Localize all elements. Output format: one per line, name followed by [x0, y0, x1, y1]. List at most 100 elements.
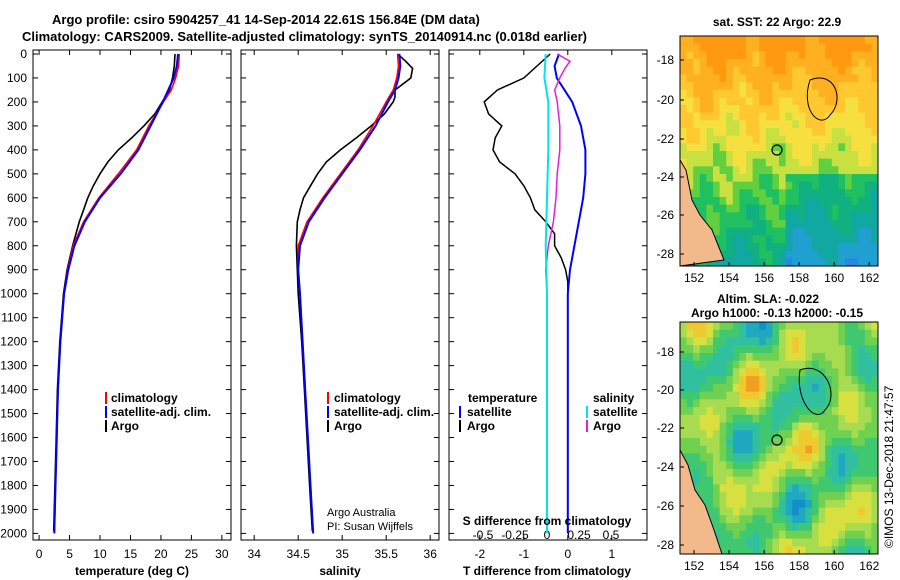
- sla-cell: [845, 461, 853, 470]
- sst-cell: [798, 174, 806, 183]
- sla-cell: [765, 430, 773, 439]
- sst-cell: [719, 243, 727, 252]
- sla-cell: [779, 484, 787, 493]
- sla-cell: [805, 461, 813, 470]
- sst-cell: [798, 227, 806, 236]
- sst-cell: [699, 51, 707, 60]
- sla-cell: [779, 407, 787, 416]
- sla-cell: [838, 507, 846, 516]
- sst-cell: [772, 66, 780, 75]
- sla-cell: [825, 422, 833, 431]
- sla-cell: [805, 322, 813, 331]
- sla-cell: [752, 345, 760, 354]
- sla-cell: [858, 322, 866, 331]
- sla-cell: [726, 484, 734, 493]
- sst-cell: [858, 105, 866, 114]
- sst-cell: [864, 250, 872, 259]
- sla-cell: [739, 322, 747, 331]
- sst-cell: [693, 181, 701, 190]
- sla-cell: [765, 445, 773, 454]
- sla-cell: [759, 468, 767, 478]
- sla-cell: [739, 360, 747, 369]
- sst-cell: [779, 74, 787, 83]
- sla-cell: [785, 376, 793, 385]
- sla-cell: [713, 368, 721, 377]
- sla-cell: [713, 484, 721, 493]
- sst-cell: [805, 74, 813, 83]
- sla-cell: [818, 322, 826, 331]
- sst-cell: [719, 89, 727, 98]
- sst-cell: [812, 135, 820, 144]
- sla-cell: [765, 461, 773, 470]
- sst-cell: [831, 243, 839, 252]
- sst-cell: [779, 197, 787, 206]
- sla-cell: [838, 492, 846, 501]
- sla-cell: [713, 329, 721, 338]
- sst-cell: [719, 135, 727, 144]
- sla-cell: [693, 476, 701, 485]
- sla-cell: [759, 360, 767, 369]
- sla-cell: [838, 399, 846, 408]
- sla-cell: [713, 322, 721, 331]
- sst-cell: [752, 220, 760, 229]
- sst-cell: [845, 189, 853, 198]
- sst-cell: [798, 36, 806, 45]
- sla-cell: [726, 414, 734, 424]
- sla-cell: [772, 453, 780, 462]
- sla-cell: [746, 476, 754, 485]
- sla-cell: [818, 407, 826, 416]
- sla-cell: [785, 322, 793, 331]
- sla-map: 152 154 156 158 160 162-18-20-22-24-26-28: [657, 321, 880, 573]
- sst-cell: [858, 189, 866, 198]
- sla-cell: [772, 461, 780, 470]
- depth-tick-label: 1300: [0, 359, 27, 373]
- legend-s-satellite: satellite: [593, 405, 638, 419]
- sst-cell: [719, 258, 727, 266]
- sst-cell: [746, 151, 754, 160]
- sla-cell: [812, 515, 820, 524]
- sst-cell: [838, 43, 846, 52]
- sla-cell: [845, 438, 853, 447]
- sst-cell: [752, 89, 760, 98]
- sst-cell: [686, 143, 694, 152]
- sla-cell: [818, 484, 826, 493]
- sst-cell: [759, 181, 767, 190]
- sla-cell: [765, 438, 773, 447]
- sst-cell: [785, 89, 793, 98]
- sla-cell: [871, 476, 878, 485]
- sla-cell: [713, 337, 721, 346]
- sst-cell: [818, 158, 826, 167]
- sla-cell: [851, 461, 859, 470]
- sla-cell: [845, 368, 853, 377]
- sla-cell: [686, 360, 694, 369]
- sst-cell: [792, 258, 800, 266]
- sst-cell: [838, 51, 846, 60]
- sla-cell: [765, 476, 773, 485]
- sla-cell: [864, 438, 872, 447]
- sst-cell: [851, 235, 859, 244]
- sla-cell: [752, 391, 760, 400]
- sla-cell: [765, 468, 773, 478]
- satellite-s-diff-line: [543, 53, 550, 534]
- sst-cell: [838, 120, 846, 129]
- sla-cell: [746, 368, 754, 377]
- map-x-tick-label: 152: [684, 559, 704, 573]
- sla-cell: [693, 414, 701, 424]
- sla-cell: [838, 391, 846, 400]
- sst-cell: [693, 143, 701, 152]
- sst-cell: [838, 189, 846, 198]
- sst-cell: [699, 135, 707, 144]
- sst-cell: [838, 204, 846, 213]
- sst-cell: [831, 151, 839, 160]
- sla-cell: [825, 376, 833, 385]
- sla-cell: [765, 492, 773, 501]
- sst-cell: [752, 66, 760, 75]
- sla-cell: [752, 515, 760, 524]
- sla-cell: [693, 368, 701, 377]
- sla-cell: [706, 422, 714, 431]
- sla-cell: [871, 376, 878, 385]
- sst-cell: [759, 74, 767, 83]
- depth-tick-label: 1100: [1, 311, 27, 325]
- sla-cell: [831, 414, 839, 424]
- sst-cell: [759, 212, 767, 221]
